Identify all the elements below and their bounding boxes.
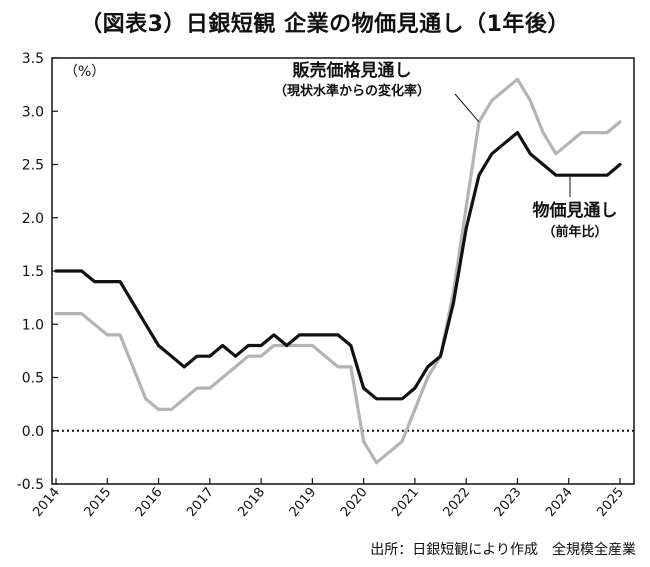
series-label: 物価見通し — [533, 200, 618, 221]
series-line-selling-price-outlook — [54, 77, 622, 465]
x-tick-label: 2015 — [82, 485, 115, 520]
y-tick-label: 3.0 — [22, 104, 44, 120]
x-tick-label: 2025 — [594, 485, 627, 520]
unit-label: （%） — [64, 64, 105, 80]
annotations: 販売価格見通し （現状水準からの変化率） 物価見通し （前年比） — [274, 60, 618, 240]
y-tick-label: 0.0 — [22, 424, 44, 440]
series-line-price-outlook — [54, 131, 622, 401]
y-tick-label: -0.5 — [17, 477, 44, 493]
chart-title: （図表3）日銀短観 企業の物価見通し（1年後） — [80, 12, 570, 37]
x-tick-label: 2018 — [235, 485, 268, 520]
source-note: 出所：日銀短観により作成 全規模全産業 — [370, 542, 636, 558]
x-tick-label: 2022 — [440, 485, 473, 520]
x-tick-label: 2020 — [338, 485, 371, 520]
x-tick-label: 2024 — [543, 485, 576, 520]
callout-leader — [454, 93, 480, 123]
series-sublabel: （現状水準からの変化率） — [274, 83, 430, 99]
y-tick-label: 2.5 — [22, 158, 44, 174]
series-layer — [54, 77, 622, 465]
axes: 3.53.02.52.01.51.00.50.0-0.5（%）2014 2015 2… — [17, 51, 635, 520]
plot-frame — [51, 57, 635, 485]
x-tick-label: 2021 — [389, 485, 422, 520]
y-tick-label: 1.5 — [22, 264, 44, 280]
x-tick-label: 2016 — [133, 485, 166, 520]
series-label: 販売価格見通し — [293, 60, 412, 81]
y-tick-label: 2.0 — [22, 211, 44, 227]
x-tick-label: 2017 — [184, 485, 217, 520]
x-tick-label: 2023 — [492, 485, 525, 520]
x-tick-label: 2019 — [287, 485, 320, 520]
y-tick-label: 1.0 — [22, 317, 44, 333]
y-tick-label: 0.5 — [22, 371, 44, 387]
series-sublabel: （前年比） — [542, 224, 607, 240]
y-tick-label: 3.5 — [22, 51, 44, 67]
